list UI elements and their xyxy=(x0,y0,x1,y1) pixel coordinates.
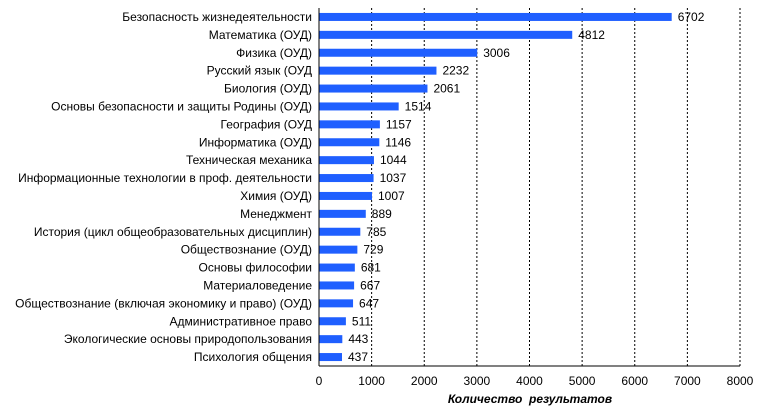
category-label: Информационные технологии в проф. деятел… xyxy=(18,171,312,185)
category-label: Русский язык (ОУД xyxy=(207,64,312,78)
category-label: Экологические основы природопользования xyxy=(64,332,312,346)
x-tick-label: 7000 xyxy=(674,374,701,388)
value-label: 1146 xyxy=(385,135,411,149)
gridlines xyxy=(371,8,741,366)
value-label: 4812 xyxy=(578,28,605,42)
bar xyxy=(319,120,380,129)
category-label: Математика (ОУД) xyxy=(209,28,312,42)
value-label: 785 xyxy=(366,225,386,239)
bar xyxy=(319,263,355,272)
bar xyxy=(319,209,366,218)
value-label: 1007 xyxy=(378,189,405,203)
value-label: 889 xyxy=(372,207,392,221)
category-label: Менеджмент xyxy=(240,207,312,221)
bar xyxy=(319,30,573,39)
x-tick-label: 8000 xyxy=(727,374,754,388)
bar xyxy=(319,156,374,165)
category-label: Физика (ОУД) xyxy=(236,46,312,60)
bar xyxy=(319,12,672,21)
value-label: 647 xyxy=(359,296,379,310)
x-tick-labels: 0 1000 2000 3000 4000 5000 6000 7000 8000 xyxy=(316,374,754,388)
value-label: 729 xyxy=(363,243,383,257)
bar xyxy=(319,245,358,254)
bar xyxy=(319,299,354,308)
bar xyxy=(319,353,342,362)
value-label: 2061 xyxy=(433,82,460,96)
category-labels: Безопасность жизнедеятельности Математика… xyxy=(15,10,312,364)
category-label: Информатика (ОУД) xyxy=(199,135,312,149)
x-tick-label: 5000 xyxy=(569,374,596,388)
bar xyxy=(319,102,399,111)
x-tick-label: 6000 xyxy=(621,374,648,388)
category-label: Химия (ОУД) xyxy=(240,189,312,203)
bars xyxy=(319,12,672,362)
x-tick-label: 0 xyxy=(316,374,323,388)
bar xyxy=(319,66,437,75)
category-label: Основы безопасности и защиты Родины (ОУД… xyxy=(51,99,312,113)
x-tick-label: 4000 xyxy=(516,374,543,388)
value-label: 667 xyxy=(360,278,380,292)
value-label: 1157 xyxy=(386,117,412,131)
value-label: 1037 xyxy=(380,171,407,185)
bar xyxy=(319,227,361,236)
bar xyxy=(319,281,355,290)
bar xyxy=(319,335,343,344)
value-label: 443 xyxy=(348,332,368,346)
bar xyxy=(319,174,374,183)
category-label: Безопасность жизнедеятельности xyxy=(122,10,312,24)
value-label: 437 xyxy=(348,350,368,364)
category-label: История (цикл общеобразовательных дисцип… xyxy=(34,225,312,239)
value-label: 2232 xyxy=(442,64,469,78)
bar xyxy=(319,138,380,147)
category-label: География (ОУД xyxy=(221,117,312,131)
value-label: 511 xyxy=(352,314,371,328)
x-tick-label: 2000 xyxy=(411,374,438,388)
bar xyxy=(319,48,478,57)
category-label: Материаловедение xyxy=(203,278,312,292)
category-label: Обществознание (ОУД) xyxy=(181,243,312,257)
bar xyxy=(319,191,372,200)
x-axis-title: Количество результатов xyxy=(448,392,612,406)
value-label: 1044 xyxy=(380,153,407,167)
category-label: Основы философии xyxy=(199,261,312,275)
bar xyxy=(319,317,346,326)
value-label: 3006 xyxy=(483,46,510,60)
category-label: Административное право xyxy=(169,314,312,328)
x-tick-label: 1000 xyxy=(358,374,385,388)
category-label: Психология общения xyxy=(194,350,312,364)
category-label: Биология (ОУД) xyxy=(224,82,312,96)
value-label: 6702 xyxy=(678,10,705,24)
x-tick-label: 3000 xyxy=(464,374,491,388)
category-label: Техническая механика xyxy=(186,153,312,167)
value-label: 681 xyxy=(361,261,381,275)
bar xyxy=(319,84,428,93)
category-label: Обществознание (включая экономику и прав… xyxy=(15,296,312,310)
value-label: 1514 xyxy=(405,99,432,113)
